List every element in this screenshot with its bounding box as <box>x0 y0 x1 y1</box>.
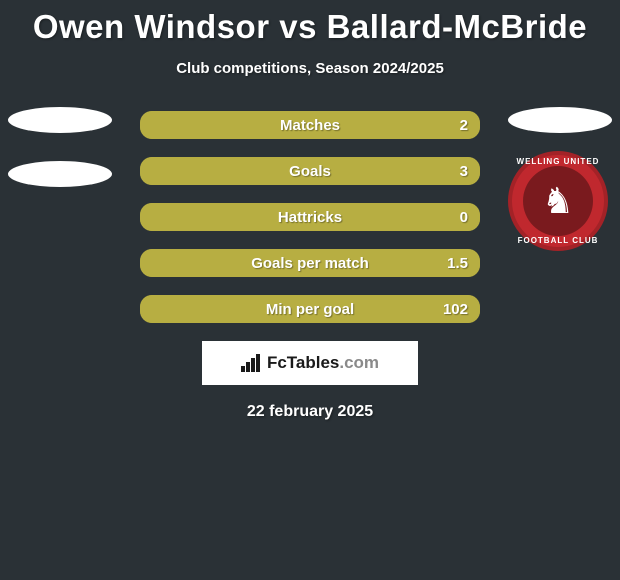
date-text: 22 february 2025 <box>0 403 620 421</box>
page-title: Owen Windsor vs Ballard-McBride <box>0 0 620 46</box>
page-subtitle: Club competitions, Season 2024/2025 <box>0 60 620 77</box>
brand-name-bold: FcTables <box>267 353 339 372</box>
stat-row: Goals 3 <box>140 157 480 185</box>
bar-chart-icon <box>241 354 261 372</box>
stat-value: 102 <box>443 295 468 323</box>
left-player-badges <box>8 107 112 215</box>
brand-box[interactable]: FcTables.com <box>202 341 418 385</box>
stat-label: Goals <box>140 157 480 185</box>
crest-text-top: WELLING UNITED <box>508 157 608 166</box>
content-area: WELLING UNITED ♞ FOOTBALL CLUB Matches 2… <box>0 111 620 421</box>
brand-name-light: .com <box>339 353 379 372</box>
stat-row: Min per goal 102 <box>140 295 480 323</box>
stat-value: 1.5 <box>447 249 468 277</box>
stat-label: Matches <box>140 111 480 139</box>
stat-label: Goals per match <box>140 249 480 277</box>
stat-row: Goals per match 1.5 <box>140 249 480 277</box>
club-badge-placeholder <box>8 161 112 187</box>
brand-text: FcTables.com <box>267 353 379 373</box>
stat-label: Hattricks <box>140 203 480 231</box>
crest-inner: ♞ <box>523 166 593 236</box>
right-player-badges: WELLING UNITED ♞ FOOTBALL CLUB <box>508 107 612 251</box>
club-badge-placeholder <box>508 107 612 133</box>
crest-text-bottom: FOOTBALL CLUB <box>508 236 608 245</box>
stat-value: 2 <box>460 111 468 139</box>
stat-value: 0 <box>460 203 468 231</box>
stat-row: Matches 2 <box>140 111 480 139</box>
stat-row: Hattricks 0 <box>140 203 480 231</box>
horse-icon: ♞ <box>542 183 574 219</box>
stat-label: Min per goal <box>140 295 480 323</box>
stat-rows: Matches 2 Goals 3 Hattricks 0 Goals per … <box>140 111 480 323</box>
club-badge-placeholder <box>8 107 112 133</box>
stat-value: 3 <box>460 157 468 185</box>
club-crest: WELLING UNITED ♞ FOOTBALL CLUB <box>508 151 608 251</box>
